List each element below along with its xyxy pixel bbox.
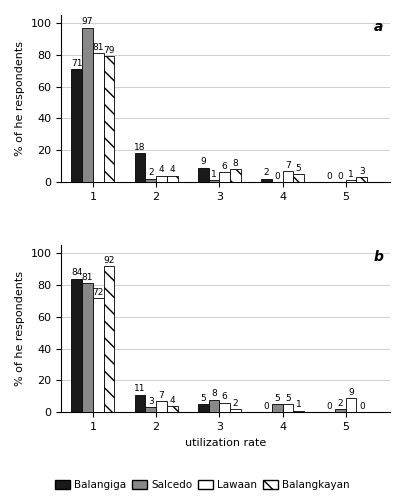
Text: 6: 6 — [222, 392, 228, 402]
Text: 2: 2 — [264, 168, 269, 177]
Text: 7: 7 — [159, 391, 164, 400]
Text: 5: 5 — [296, 164, 302, 172]
Text: 0: 0 — [264, 402, 269, 411]
Text: 4: 4 — [159, 166, 164, 174]
Bar — [104, 56, 114, 182]
Text: 5: 5 — [200, 394, 206, 403]
Text: 71: 71 — [71, 59, 83, 68]
Text: 1: 1 — [296, 400, 302, 409]
Bar — [134, 154, 145, 182]
Bar — [356, 177, 367, 182]
Y-axis label: % of he respondents: % of he respondents — [15, 272, 25, 386]
Bar — [230, 169, 241, 182]
Bar — [220, 172, 230, 182]
Text: 7: 7 — [285, 160, 291, 170]
X-axis label: utilization rate: utilization rate — [185, 438, 266, 448]
Text: 92: 92 — [103, 256, 115, 264]
Bar — [198, 404, 209, 412]
Text: 2: 2 — [148, 168, 153, 177]
Bar — [167, 406, 178, 412]
Text: 18: 18 — [134, 143, 146, 152]
Bar — [209, 400, 220, 412]
Text: 4: 4 — [169, 396, 175, 404]
Text: 84: 84 — [71, 268, 83, 278]
Bar — [283, 171, 293, 182]
Bar — [283, 404, 293, 412]
Text: 8: 8 — [232, 159, 238, 168]
Bar — [220, 402, 230, 412]
Text: 72: 72 — [93, 288, 104, 296]
Text: 5: 5 — [285, 394, 291, 403]
Text: 4: 4 — [169, 166, 175, 174]
Text: 81: 81 — [92, 43, 104, 52]
Text: 1: 1 — [211, 170, 217, 179]
Text: 0: 0 — [274, 172, 280, 180]
Text: 0: 0 — [327, 172, 333, 180]
Text: 0: 0 — [337, 172, 343, 180]
Text: 9: 9 — [348, 388, 354, 396]
Text: 8: 8 — [211, 389, 217, 398]
Bar — [209, 180, 220, 182]
Bar — [71, 278, 82, 412]
Bar — [198, 168, 209, 182]
Text: 9: 9 — [200, 158, 206, 166]
Text: 2: 2 — [232, 399, 238, 408]
Bar — [134, 394, 145, 412]
Bar — [272, 404, 283, 412]
Text: 79: 79 — [103, 46, 115, 55]
Text: 81: 81 — [82, 273, 93, 282]
Bar — [346, 180, 356, 182]
Text: 5: 5 — [274, 394, 280, 403]
Y-axis label: % of he respondents: % of he respondents — [15, 41, 25, 156]
Bar — [346, 398, 356, 412]
Text: 6: 6 — [222, 162, 228, 171]
Text: 11: 11 — [134, 384, 146, 394]
Text: 0: 0 — [327, 402, 333, 411]
Bar — [93, 53, 104, 182]
Bar — [71, 69, 82, 182]
Bar — [335, 409, 346, 412]
Bar — [93, 298, 104, 412]
Text: 3: 3 — [359, 167, 365, 176]
Bar — [156, 401, 167, 412]
Bar — [156, 176, 167, 182]
Bar — [82, 28, 93, 182]
Text: 3: 3 — [148, 397, 153, 406]
Legend: Balangiga, Salcedo, Lawaan, Balangkayan: Balangiga, Salcedo, Lawaan, Balangkayan — [53, 478, 352, 492]
Text: b: b — [373, 250, 384, 264]
Text: 2: 2 — [337, 399, 343, 408]
Bar — [293, 174, 304, 182]
Bar — [145, 408, 156, 412]
Bar — [167, 176, 178, 182]
Bar — [104, 266, 114, 412]
Text: 1: 1 — [348, 170, 354, 179]
Text: a: a — [374, 20, 384, 34]
Bar — [261, 178, 272, 182]
Text: 0: 0 — [359, 402, 365, 411]
Bar — [293, 410, 304, 412]
Bar — [82, 284, 93, 412]
Text: 97: 97 — [82, 18, 93, 26]
Bar — [230, 409, 241, 412]
Bar — [145, 178, 156, 182]
